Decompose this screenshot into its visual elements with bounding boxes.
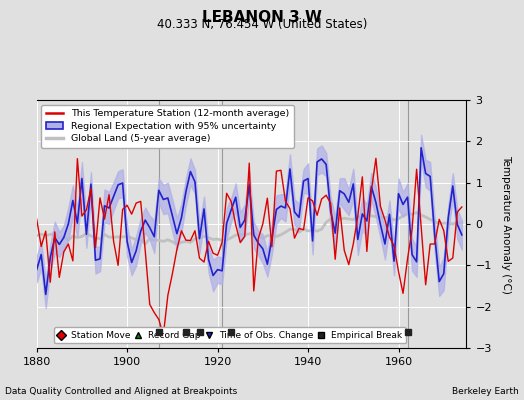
Text: Data Quality Controlled and Aligned at Breakpoints: Data Quality Controlled and Aligned at B… [5,387,237,396]
Text: LEBANON 3 W: LEBANON 3 W [202,10,322,25]
Legend: Station Move, Record Gap, Time of Obs. Change, Empirical Break: Station Move, Record Gap, Time of Obs. C… [54,327,406,344]
Text: 40.333 N, 76.454 W (United States): 40.333 N, 76.454 W (United States) [157,18,367,31]
Y-axis label: Temperature Anomaly (°C): Temperature Anomaly (°C) [501,154,511,294]
Text: Berkeley Earth: Berkeley Earth [452,387,519,396]
